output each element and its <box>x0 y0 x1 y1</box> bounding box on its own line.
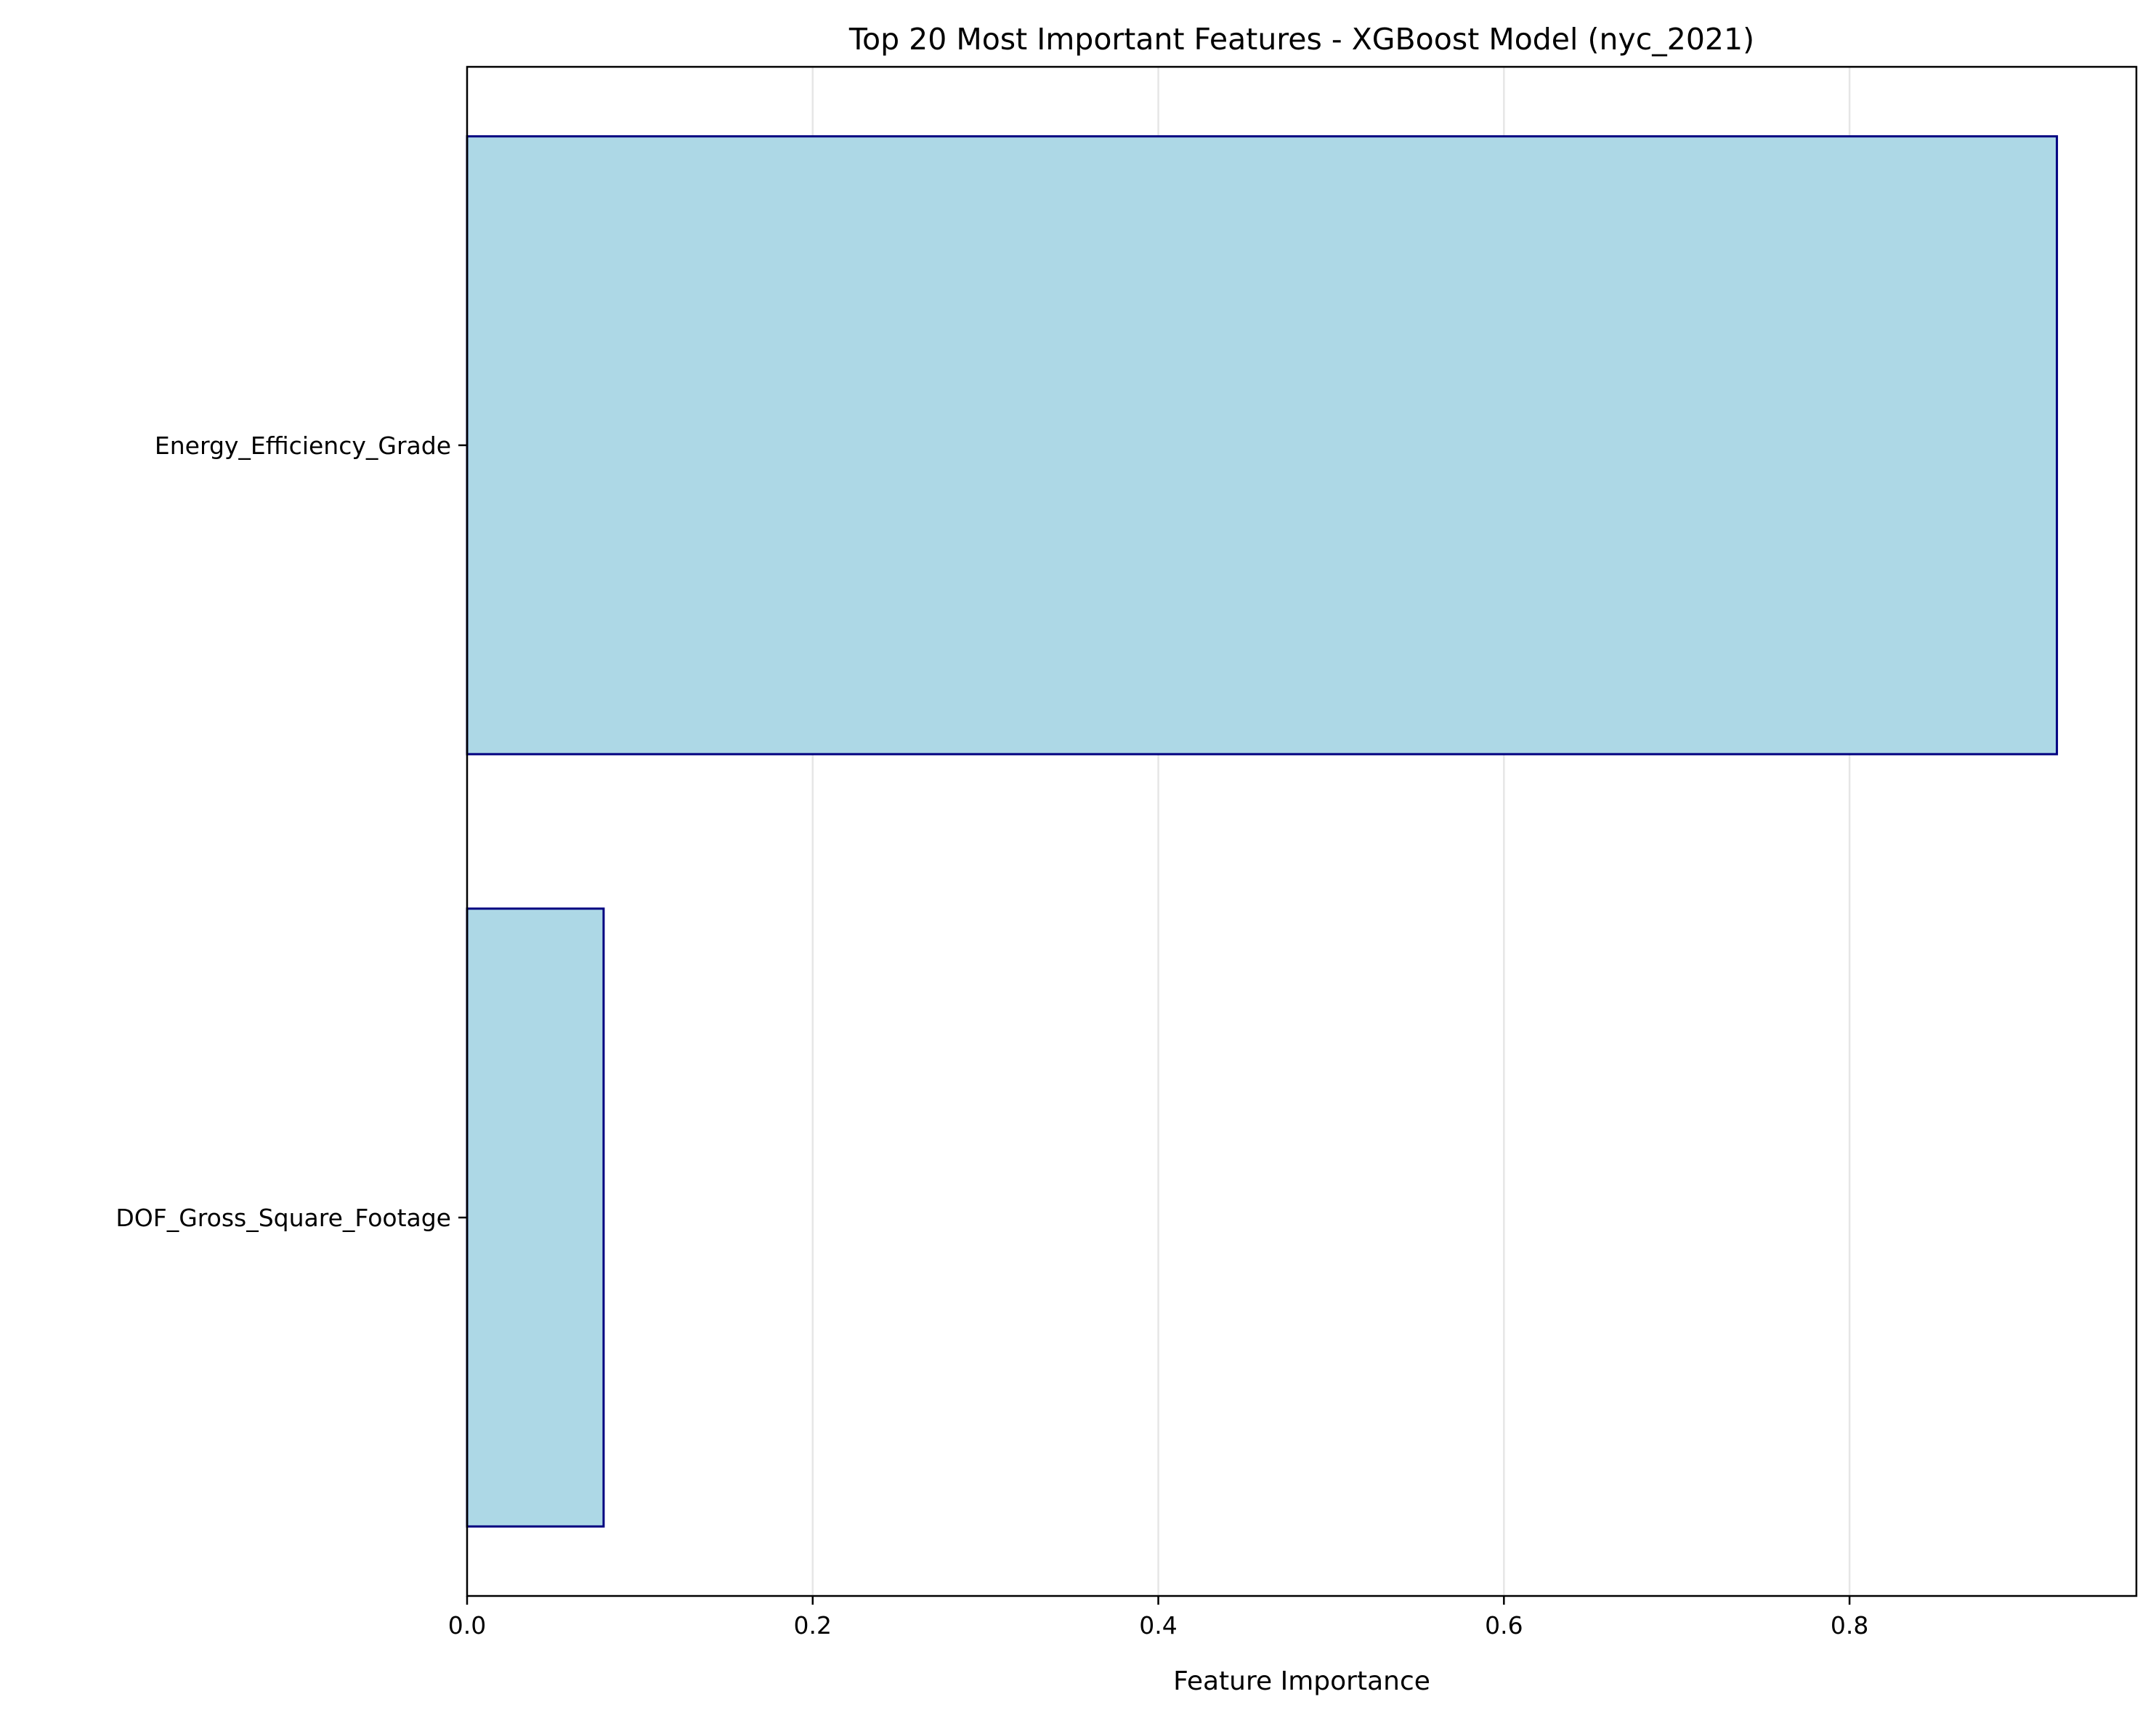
x-tick-label: 0.2 <box>794 1611 832 1640</box>
x-tick-label: 0.4 <box>1139 1611 1177 1640</box>
x-tick-label: 0.0 <box>448 1611 486 1640</box>
y-tick-label: DOF_Gross_Square_Footage <box>115 1204 451 1232</box>
bar-dof-gross-square-footage <box>466 907 605 1528</box>
x-axis-label: Feature Importance <box>1173 1666 1430 1696</box>
bars <box>466 135 2059 1528</box>
x-tick-label: 0.8 <box>1831 1611 1868 1640</box>
y-axis-ticks: Energy_Efficiency_Grade DOF_Gross_Square_… <box>115 431 467 1232</box>
x-axis-ticks: 0.0 0.2 0.4 0.6 0.8 <box>448 1596 1868 1640</box>
plot-frame <box>466 65 2138 1597</box>
bar-energy-efficiency-grade <box>466 135 2059 755</box>
y-tick-label: Energy_Efficiency_Grade <box>155 431 451 460</box>
chart-title: Top 20 Most Important Features - XGBoost… <box>848 22 1754 57</box>
x-tick-label: 0.6 <box>1485 1611 1523 1640</box>
